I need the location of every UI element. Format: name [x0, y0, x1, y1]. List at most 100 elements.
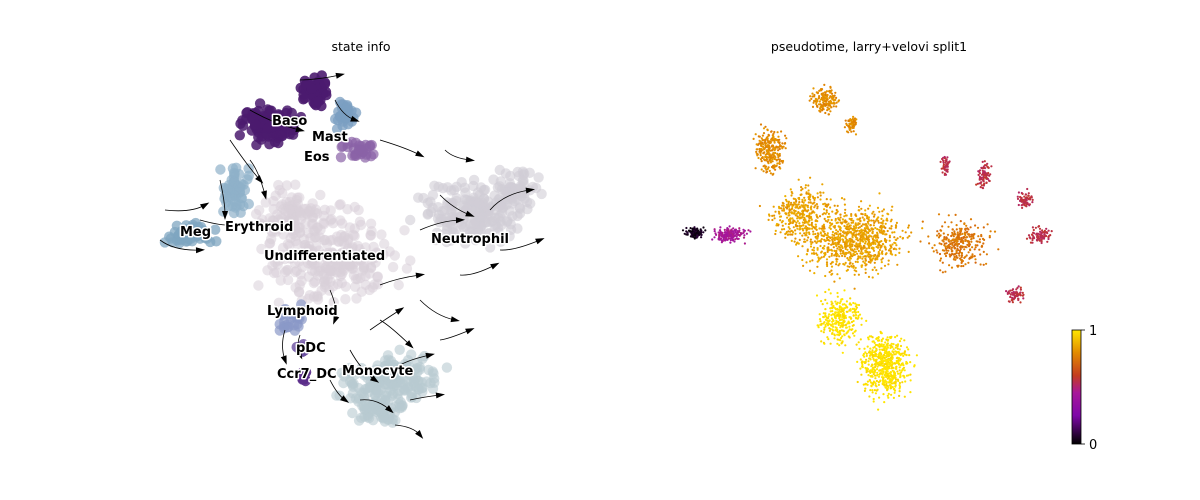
pseudotime-point — [729, 239, 733, 242]
pseudotime-point — [1035, 238, 1038, 242]
state-point-undifferentiated — [315, 189, 326, 201]
pseudotime-point — [839, 300, 842, 303]
pseudotime-point — [834, 212, 837, 215]
pseudotime-point — [890, 225, 893, 228]
pseudotime-point — [965, 224, 968, 227]
pseudotime-point — [800, 224, 803, 228]
pseudotime-point — [1043, 231, 1047, 234]
pseudotime-point — [848, 128, 852, 131]
pseudotime-point — [819, 244, 822, 248]
pseudotime-point — [858, 347, 861, 350]
streamline — [159, 239, 201, 251]
pseudotime-point — [867, 222, 870, 225]
pseudotime-point — [981, 172, 985, 175]
pseudotime-point — [941, 271, 945, 274]
pseudotime-point — [777, 139, 780, 142]
pseudotime-point — [831, 302, 834, 305]
state-point-baso — [273, 137, 284, 149]
pseudotime-point — [869, 358, 872, 361]
pseudotime-point — [808, 99, 811, 102]
pseudotime-point — [853, 234, 856, 237]
pseudotime-point — [772, 132, 775, 135]
pseudotime-point — [849, 256, 852, 259]
pseudotime-point — [871, 276, 874, 279]
pseudotime-point — [792, 226, 795, 229]
pseudotime-point — [867, 243, 870, 246]
pseudotime-point — [1019, 301, 1022, 304]
pseudotime-point — [843, 333, 846, 336]
pseudotime-point — [828, 319, 831, 322]
pseudotime-point — [782, 209, 786, 212]
pseudotime-point — [936, 230, 939, 233]
pseudotime-point — [726, 231, 729, 234]
state-point-monocyte — [367, 415, 379, 426]
pseudotime-point — [966, 230, 969, 233]
streamline-arrow — [335, 72, 345, 79]
pseudotime-point — [822, 331, 825, 334]
pseudotime-point — [835, 303, 839, 306]
pseudotime-point — [873, 266, 876, 269]
state-point-mast — [350, 107, 362, 118]
pseudotime-point — [810, 208, 813, 211]
pseudotime-point — [833, 280, 836, 283]
pseudotime-point — [909, 361, 912, 364]
pseudotime-point — [1007, 290, 1010, 293]
pseudotime-point — [871, 370, 874, 373]
pseudotime-point — [896, 356, 899, 359]
pseudotime-point — [778, 160, 781, 163]
pseudotime-point — [781, 142, 784, 145]
pseudotime-point — [1031, 226, 1034, 229]
pseudotime-point — [803, 199, 806, 202]
pseudotime-point — [758, 142, 761, 145]
pseudotime-point — [812, 226, 815, 229]
pseudotime-point — [955, 224, 958, 227]
pseudotime-point — [861, 362, 864, 365]
pseudotime-point — [804, 184, 808, 187]
pseudotime-point — [864, 268, 867, 271]
pseudotime-point — [913, 364, 916, 367]
pseudotime-point — [981, 169, 984, 172]
pseudotime-point — [847, 320, 850, 323]
pseudotime-point — [803, 216, 806, 219]
pseudotime-point — [885, 354, 888, 357]
pseudotime-point — [1015, 288, 1018, 291]
pseudotime-point — [882, 243, 885, 246]
streamline-arrow — [415, 272, 425, 279]
pseudotime-point — [820, 238, 823, 241]
pseudotime-point — [810, 221, 814, 224]
pseudotime-point — [882, 380, 885, 383]
pseudotime-point — [970, 233, 973, 236]
pseudotime-point — [831, 328, 834, 331]
pseudotime-point — [863, 230, 867, 233]
streamline-arrow — [385, 405, 394, 414]
pseudotime-point — [969, 218, 973, 221]
pseudotime-point — [813, 93, 816, 97]
pseudotime-point — [818, 318, 822, 321]
pseudotime-point — [945, 158, 948, 161]
state-point-baso — [264, 121, 275, 133]
pseudotime-point — [868, 395, 871, 398]
pseudotime-point — [802, 264, 805, 267]
state-point-monocyte — [394, 344, 405, 355]
pseudotime-point — [891, 354, 894, 357]
pseudotime-point — [820, 250, 823, 253]
pseudotime-point — [843, 320, 846, 323]
pseudotime-point — [879, 358, 883, 361]
pseudotime-point — [951, 231, 954, 234]
pseudotime-point — [813, 206, 816, 209]
pseudotime-point — [826, 264, 829, 268]
pseudotime-point — [953, 246, 956, 249]
pseudotime-point — [875, 374, 879, 377]
pseudotime-point — [974, 258, 977, 261]
pseudotime-point — [871, 368, 874, 371]
pseudotime-point — [824, 314, 827, 317]
pseudotime-point — [877, 241, 880, 244]
pseudotime-point — [848, 122, 851, 125]
pseudotime-point — [774, 156, 777, 159]
state-point-undifferentiated — [313, 266, 324, 277]
pseudotime-point — [823, 326, 826, 329]
pseudotime-point — [849, 118, 852, 121]
pseudotime-point — [962, 264, 965, 268]
pseudotime-point — [783, 142, 786, 145]
pseudotime-point — [886, 361, 889, 364]
